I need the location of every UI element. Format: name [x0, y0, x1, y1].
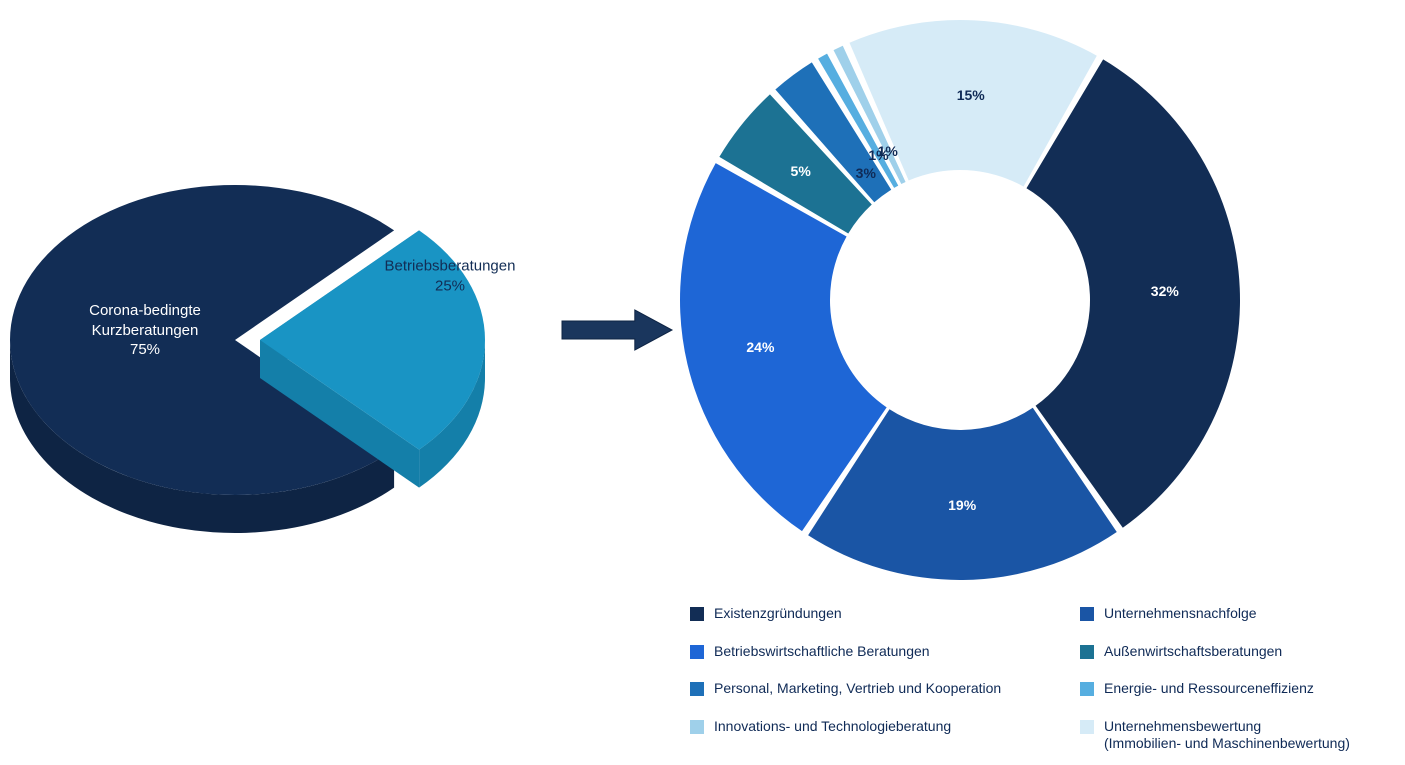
legend-column-1: Existenzgründungen Betriebswirtschaftlich… — [690, 605, 1001, 735]
donut-label-existenz: 32% — [1151, 283, 1179, 299]
legend-swatch-energie — [1080, 682, 1094, 696]
legend-text-bwl: Betriebswirtschaftliche Beratungen — [714, 643, 930, 661]
legend-text-nachfolge: Unternehmensnachfolge — [1104, 605, 1257, 623]
donut-label-innov: 1% — [878, 143, 898, 159]
legend-text-energie: Energie- und Ressourceneffizienz — [1104, 680, 1314, 698]
legend-item-innov: Innovations- und Technologieberatung — [690, 718, 1001, 736]
donut-label-aussen: 5% — [791, 163, 811, 179]
legend-item-energie: Energie- und Ressourceneffizienz — [1080, 680, 1350, 698]
legend-text-bewertung: Unternehmensbewertung (Immobilien- und M… — [1104, 718, 1350, 753]
legend-swatch-existenz — [690, 607, 704, 621]
legend-text-personal: Personal, Marketing, Vertrieb und Kooper… — [714, 680, 1001, 698]
legend-text-aussen: Außenwirtschaftsberatungen — [1104, 643, 1282, 661]
donut-label-bwl: 24% — [746, 339, 774, 355]
legend-swatch-aussen — [1080, 645, 1094, 659]
legend-swatch-innov — [690, 720, 704, 734]
legend-item-bwl: Betriebswirtschaftliche Beratungen — [690, 643, 1001, 661]
legend-text-innov: Innovations- und Technologieberatung — [714, 718, 951, 736]
legend-item-personal: Personal, Marketing, Vertrieb und Kooper… — [690, 680, 1001, 698]
donut-chart — [0, 0, 1405, 600]
legend-item-aussen: Außenwirtschaftsberatungen — [1080, 643, 1350, 661]
legend-text-existenz: Existenzgründungen — [714, 605, 842, 623]
legend-item-existenz: Existenzgründungen — [690, 605, 1001, 623]
legend-swatch-bewertung — [1080, 720, 1094, 734]
legend-column-2: Unternehmensnachfolge Außenwirtschaftsber… — [1080, 605, 1350, 753]
legend-swatch-personal — [690, 682, 704, 696]
legend-item-bewertung: Unternehmensbewertung (Immobilien- und M… — [1080, 718, 1350, 753]
legend-swatch-bwl — [690, 645, 704, 659]
donut-label-personal: 3% — [856, 165, 876, 181]
donut-label-bewertung: 15% — [957, 87, 985, 103]
donut-label-nachfolge: 19% — [948, 497, 976, 513]
legend-item-nachfolge: Unternehmensnachfolge — [1080, 605, 1350, 623]
legend-swatch-nachfolge — [1080, 607, 1094, 621]
